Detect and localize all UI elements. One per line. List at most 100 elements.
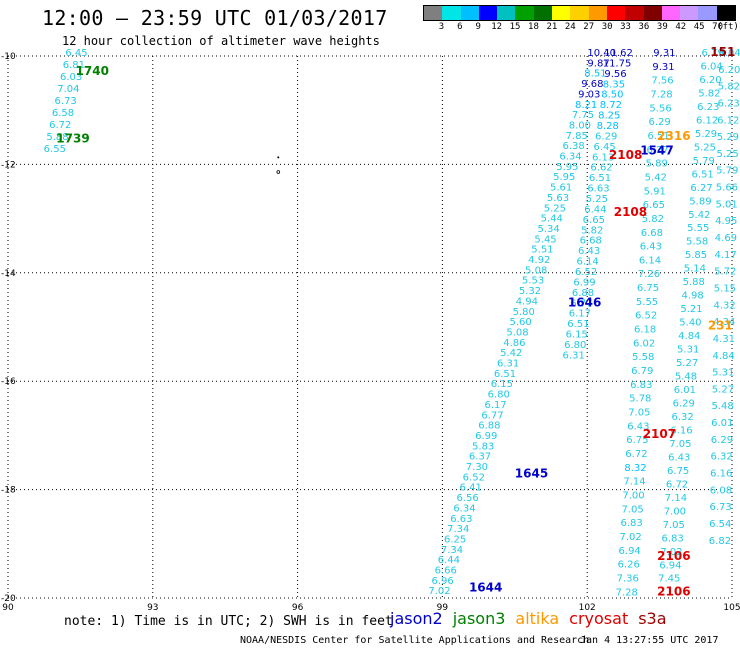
wave-height-label: 5.60: [509, 317, 531, 328]
wave-height-label: 5.45: [534, 234, 556, 245]
wave-height-label: 6.26: [618, 560, 640, 571]
wave-height-label: 5.01: [715, 199, 737, 210]
colorbar-swatch: [442, 6, 461, 20]
wave-height-label: 6.17: [569, 309, 591, 320]
wave-height-label: 9.03: [578, 89, 600, 100]
wave-height-label: 9.31: [652, 62, 674, 73]
wave-height-label: 6.81: [63, 60, 85, 71]
wave-height-label: 7.34: [447, 524, 469, 535]
colorbar-tick-label: 45: [693, 22, 705, 32]
lat-tick-label: -14: [1, 269, 16, 279]
wave-height-label: 5.82: [581, 225, 603, 236]
wave-height-label: 5.27: [712, 384, 734, 395]
lon-tick-label: 96: [292, 603, 304, 613]
lon-tick-label: 105: [723, 603, 740, 613]
wave-height-label: 9.87: [587, 58, 609, 69]
wave-height-label: 6.43: [668, 452, 690, 463]
pass-number-label: 1547: [640, 144, 673, 158]
wave-height-label: 6.72: [49, 120, 71, 131]
wave-height-label: 7.36: [617, 573, 639, 584]
colorbar-tick-label: 30: [601, 22, 613, 32]
wave-height-label: 6.16: [710, 469, 732, 480]
wave-height-label: 5.82: [718, 82, 740, 93]
wave-height-label: 5.42: [645, 172, 667, 183]
wave-height-label: 6.55: [44, 144, 66, 155]
colorbar-swatch: [533, 6, 553, 20]
wave-height-label: 4.32: [713, 300, 735, 311]
credit-text: NOAA/NESDIS Center for Satellite Applica…: [240, 635, 590, 646]
wave-height-label: 7.00: [664, 506, 686, 517]
colorbar-swatch: [606, 6, 626, 20]
lat-tick-label: -16: [1, 377, 16, 387]
wave-height-label: 4.17: [714, 250, 736, 261]
wave-height-label: 5.08: [525, 265, 547, 276]
colorbar-tick-label: 42: [675, 22, 687, 32]
wave-height-label: 4.94: [516, 296, 538, 307]
wave-height-label: 6.79: [631, 366, 653, 377]
wave-height-label: 8.28: [597, 121, 619, 132]
colorbar-tick-label: 9: [475, 22, 481, 32]
wave-height-label: 5.89: [646, 159, 668, 170]
wave-height-label: 5.42: [500, 348, 522, 359]
wave-height-label: 6.52: [575, 267, 597, 278]
wave-height-label: 6.20: [699, 75, 721, 86]
wave-height-label: 5.80: [513, 307, 535, 318]
wave-height-label: 7.14: [623, 477, 645, 488]
wave-height-label: 5.88: [683, 277, 705, 288]
pass-number-label: 2106: [657, 584, 690, 598]
wave-height-label: 6.01: [674, 385, 696, 396]
colorbar-swatch: [552, 6, 571, 20]
wave-height-label: 8.32: [624, 463, 646, 474]
wave-height-label: 5.55: [687, 223, 709, 234]
colorbar-tick-label: 6: [457, 22, 463, 32]
wave-height-label: 7.26: [638, 269, 660, 280]
wave-height-label: 6.51: [494, 369, 516, 380]
wave-height-label: 5.32: [519, 286, 541, 297]
footer-note: note: 1) Time is in UTC; 2) SWH is in fe…: [64, 614, 393, 629]
colorbar-swatch: [698, 6, 717, 20]
wave-height-label: 11.62: [604, 48, 633, 59]
wave-height-label: 6.16: [670, 425, 692, 436]
colorbar-swatch: [478, 6, 498, 20]
wave-height-label: 5.61: [550, 183, 572, 194]
wave-height-label: 5.91: [644, 186, 666, 197]
wave-height-label: 6.58: [52, 108, 74, 119]
wave-height-label: 6.68: [580, 236, 602, 247]
wave-height-label: 7.75: [572, 110, 594, 121]
wave-height-label: 5.79: [693, 156, 715, 167]
lon-tick-label: 102: [579, 603, 596, 613]
wave-height-label: 5.34: [538, 224, 560, 235]
pass-number-label: 231: [708, 319, 733, 333]
colorbar-tick-label: 15: [509, 22, 521, 32]
wave-height-label: 6.94: [619, 546, 641, 557]
wave-height-label: 4.95: [715, 216, 737, 227]
wave-height-label: 6.17: [485, 400, 507, 411]
wave-height-label: 5.25: [716, 149, 738, 160]
wave-height-label: 6.63: [587, 184, 609, 195]
wave-height-label: 7.05: [621, 504, 643, 515]
wave-height-label: 10.40: [587, 48, 616, 59]
wave-height-label: 6.77: [570, 298, 592, 309]
lon-tick-label: 99: [437, 603, 449, 613]
wave-height-label: 8.51: [584, 69, 606, 80]
wave-height-label: 6.56: [456, 493, 478, 504]
satellite-name-s3a: s3a: [638, 609, 667, 628]
wave-height-label: 4.34: [713, 317, 735, 328]
wave-height-label: 7.04: [57, 84, 79, 95]
wave-height-label: 7.85: [566, 131, 588, 142]
wave-height-label: 6.88: [572, 288, 594, 299]
wave-height-label: 7.56: [651, 76, 673, 87]
wave-height-label: 6.43: [578, 246, 600, 257]
wave-height-label: 11.75: [603, 58, 632, 69]
wave-height-label: 6.03: [60, 72, 82, 83]
pass-number-label: 2106: [657, 549, 690, 563]
wave-height-label: 5.48: [711, 401, 733, 412]
wave-height-label: 5.29: [717, 132, 739, 143]
wave-height-label: 5.82: [698, 88, 720, 99]
wave-height-label: 5.56: [649, 103, 671, 114]
wave-height-label: 8.21: [575, 100, 597, 111]
colorbar-tick-label: 21: [546, 22, 558, 32]
wave-height-label: 6.77: [481, 410, 503, 421]
wave-height-label: 6.99: [475, 431, 497, 442]
